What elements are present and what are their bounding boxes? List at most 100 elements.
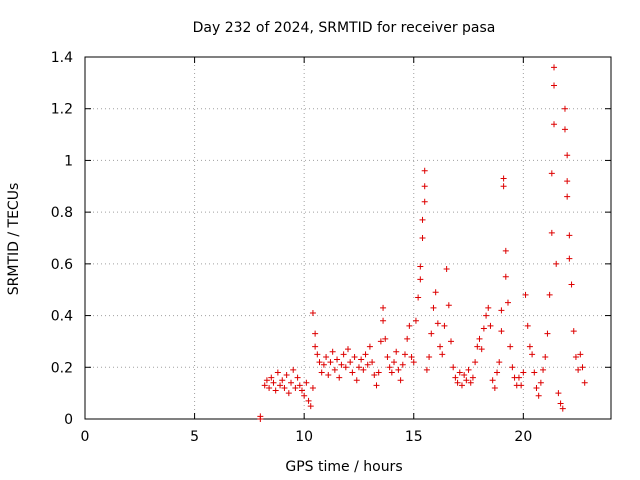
data-point <box>303 379 310 386</box>
data-point <box>564 193 571 200</box>
data-point <box>316 359 323 366</box>
data-point <box>478 346 485 353</box>
data-point <box>331 366 338 373</box>
data-point <box>553 260 560 267</box>
data-point <box>404 335 411 342</box>
data-point <box>421 183 428 190</box>
data-point <box>561 126 568 133</box>
y-tick-labels: 0 0.2 0.4 0.6 0.8 1 1.2 1.4 <box>51 50 73 428</box>
data-point <box>461 372 468 379</box>
data-point <box>448 338 455 345</box>
data-point <box>272 387 279 394</box>
data-point <box>369 359 376 366</box>
y-tick-label: 0.8 <box>51 205 73 221</box>
data-point <box>270 379 277 386</box>
axis-ticks <box>84 56 611 420</box>
data-point <box>555 390 562 397</box>
data-point <box>564 178 571 185</box>
data-point <box>325 372 332 379</box>
data-point <box>551 121 558 128</box>
data-point <box>561 105 568 112</box>
data-point <box>500 183 507 190</box>
data-point <box>415 294 422 301</box>
data-point <box>564 152 571 159</box>
data-point <box>391 359 398 366</box>
data-point <box>277 382 284 389</box>
data-point <box>288 379 295 386</box>
data-point <box>498 307 505 314</box>
data-point <box>441 322 448 329</box>
plot-frame <box>84 56 612 420</box>
data-point <box>380 304 387 311</box>
data-point <box>305 397 312 404</box>
data-point <box>504 299 511 306</box>
data-point <box>575 366 582 373</box>
data-point <box>515 374 522 381</box>
data-point <box>296 382 303 389</box>
data-point <box>568 281 575 288</box>
data-point <box>257 413 264 420</box>
data-point <box>557 400 564 407</box>
data-point <box>432 289 439 296</box>
data-point <box>456 369 463 376</box>
data-point <box>349 369 356 376</box>
data-point <box>489 377 496 384</box>
data-point <box>480 325 487 332</box>
data-point <box>312 343 319 350</box>
data-point <box>434 320 441 327</box>
data-point <box>551 64 558 71</box>
data-point <box>386 364 393 371</box>
data-point <box>439 351 446 358</box>
data-point <box>336 374 343 381</box>
data-point <box>375 369 382 376</box>
data-point <box>419 235 426 241</box>
data-point <box>467 379 474 386</box>
data-point <box>345 346 351 353</box>
data-point <box>491 384 498 391</box>
data-point <box>551 82 558 89</box>
data-point <box>570 328 577 335</box>
data-point <box>520 369 527 376</box>
data-point <box>423 366 430 373</box>
data-point <box>268 374 275 381</box>
data-point <box>366 343 373 350</box>
data-point <box>518 382 525 389</box>
data-points <box>257 64 588 422</box>
x-tick-label: 10 <box>295 429 313 445</box>
data-point <box>292 384 299 391</box>
y-axis-label: SRMTID / TECUs <box>6 183 22 296</box>
data-point <box>500 175 507 182</box>
x-tick-label: 0 <box>81 429 90 445</box>
y-tick-label: 1 <box>64 153 73 169</box>
y-tick-label: 0.2 <box>51 360 73 376</box>
data-point <box>412 317 419 324</box>
data-point <box>430 304 437 311</box>
data-point <box>417 263 424 270</box>
data-point <box>421 167 428 174</box>
data-point <box>472 359 479 366</box>
data-point <box>526 343 533 350</box>
data-point <box>428 330 435 337</box>
data-point <box>307 403 314 410</box>
x-tick-labels: 0 5 10 15 20 <box>81 429 533 445</box>
data-point <box>533 384 540 391</box>
data-point <box>401 351 408 358</box>
data-point <box>417 276 424 283</box>
data-point <box>548 229 555 236</box>
data-point <box>362 351 369 358</box>
data-point <box>542 353 549 360</box>
data-point <box>408 353 415 360</box>
data-point <box>393 348 400 355</box>
data-point <box>544 330 551 337</box>
data-point <box>458 382 465 389</box>
x-tick-label: 20 <box>514 429 532 445</box>
data-point <box>509 364 516 371</box>
data-point <box>309 384 316 391</box>
data-point <box>540 366 547 373</box>
data-point <box>338 361 345 368</box>
data-point <box>399 361 406 368</box>
data-point <box>334 356 341 363</box>
grid <box>85 57 611 419</box>
data-point <box>445 302 452 309</box>
data-point <box>323 353 330 360</box>
